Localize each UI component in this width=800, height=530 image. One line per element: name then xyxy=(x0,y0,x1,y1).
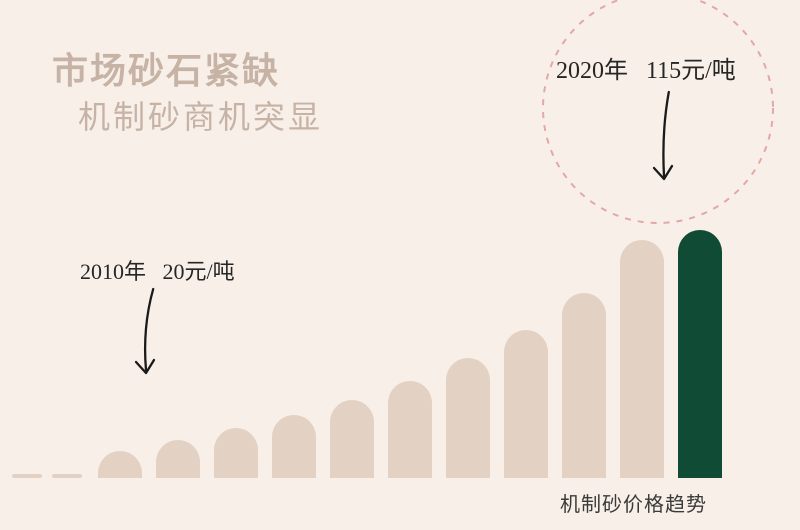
callout-2020: 2020年 115元/吨 xyxy=(556,50,736,85)
bar xyxy=(620,240,664,478)
bar xyxy=(562,293,606,478)
bar xyxy=(388,381,432,478)
bar xyxy=(330,400,374,478)
bar xyxy=(98,451,142,478)
bar-highlight xyxy=(678,230,722,478)
callout-2020-price: 115元/吨 xyxy=(646,58,736,84)
axis-tick xyxy=(12,474,42,478)
callout-2020-year: 2020年 xyxy=(556,58,628,84)
headline-line1: 市场砂石紧缺 xyxy=(52,42,280,94)
bar xyxy=(272,415,316,478)
bar xyxy=(156,440,200,478)
price-bar-chart xyxy=(0,178,800,478)
axis-tick xyxy=(52,474,82,478)
headline-line2: 机制砂商机突显 xyxy=(78,92,323,138)
x-axis-label: 机制砂价格趋势 xyxy=(560,488,707,517)
bar xyxy=(504,330,548,478)
bar xyxy=(446,358,490,478)
bar xyxy=(214,428,258,478)
